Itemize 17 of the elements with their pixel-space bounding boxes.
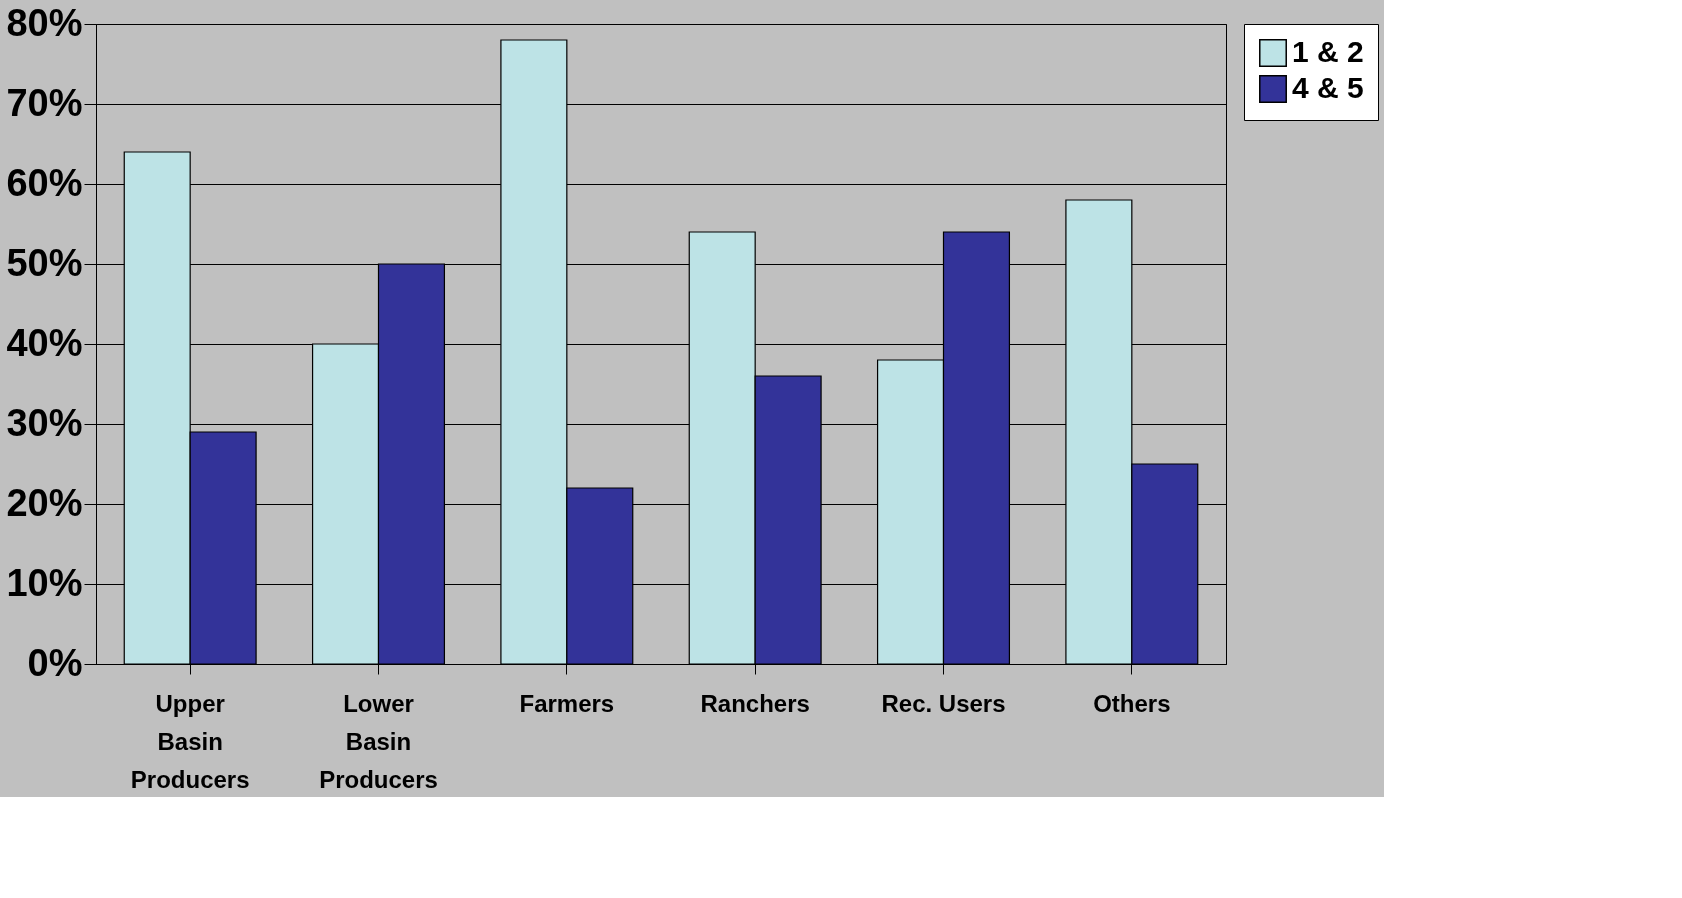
x-tick-label: Ranchers [700, 689, 810, 717]
y-tick-label: 20% [6, 481, 83, 524]
y-tick-label: 0% [27, 641, 83, 684]
legend-label: 4 & 5 [1292, 71, 1364, 104]
y-tick-label: 80% [6, 1, 83, 44]
x-tick-label: Rec. Users [881, 689, 1006, 717]
y-tick-label: 60% [6, 161, 83, 204]
legend-label: 1 & 2 [1292, 35, 1364, 68]
x-tick-label: Farmers [519, 689, 615, 717]
y-tick-label: 10% [6, 561, 83, 604]
y-tick-label: 50% [6, 241, 83, 284]
y-tick-label: 30% [6, 401, 83, 444]
y-tick-label: 70% [6, 81, 83, 124]
x-tick-label: Lower Basin Producers [319, 689, 438, 793]
x-tick-label: Others [1093, 689, 1171, 717]
y-tick-label: 40% [6, 321, 83, 364]
x-tick-label: Upper Basin Producers [130, 689, 250, 793]
